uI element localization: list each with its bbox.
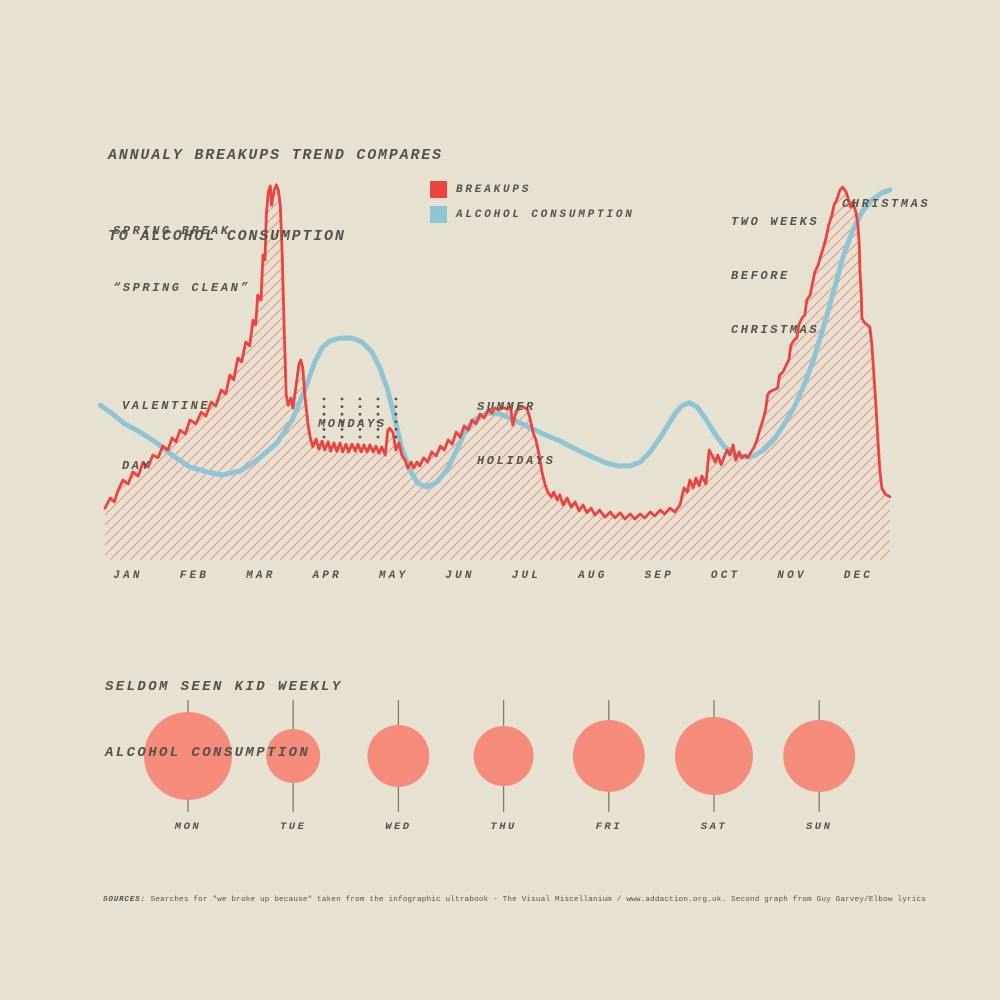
mondays-dot — [322, 420, 326, 424]
month-label-aug: AUG — [578, 570, 608, 582]
mondays-dot — [322, 412, 326, 416]
month-label-oct: OCT — [710, 570, 741, 582]
annotation-line: CHRISTMAS — [731, 323, 820, 337]
day-label-fri: FRI — [595, 821, 622, 833]
annotation-line: BEFORE — [731, 269, 790, 283]
month-label-sep: SEP — [644, 570, 674, 582]
mondays-dot — [340, 428, 344, 431]
month-label-feb: FEB — [179, 570, 210, 582]
mondays-dot — [394, 428, 398, 431]
mondays-dot — [376, 397, 380, 401]
annotation-line: SUMMER — [477, 400, 536, 414]
mondays-dot — [358, 435, 362, 439]
mondays-dot — [376, 412, 380, 416]
day-label-sat: SAT — [700, 821, 728, 833]
annotation-valentine-day: VALENTINE DAY — [122, 356, 210, 516]
day-circle-thu — [473, 726, 534, 786]
mondays-dot — [376, 428, 380, 431]
annotation-mondays: MONDAYS — [318, 377, 387, 472]
mondays-dot — [358, 412, 362, 416]
weekly-title-line1: SELDOM SEEN KID WEEKLY — [105, 679, 343, 695]
mondays-dot — [322, 428, 326, 431]
page-title-line2: TO ALCOHOL CONSUMPTION — [108, 228, 346, 245]
day-circle-mon — [144, 712, 232, 800]
mondays-dot — [376, 420, 380, 424]
mondays-dot — [376, 435, 380, 439]
annotation-line: HOLIDAYS — [477, 454, 556, 468]
legend-label-alcohol: ALCOHOL CONSUMPTION — [456, 208, 635, 221]
mondays-dot — [394, 420, 398, 424]
mondays-dot — [322, 435, 326, 439]
sources-note: SOURCES: Searches for "we broke up becau… — [103, 896, 926, 904]
weekly-title-line2: ALCOHOL CONSUMPTION — [105, 745, 311, 761]
annotation-line: SPRING BREAK — [113, 224, 231, 238]
month-label-dec: DEC — [843, 570, 874, 582]
mondays-dot — [340, 397, 344, 401]
chart-legend: BREAKUPS ALCOHOL CONSUMPTION — [430, 181, 635, 231]
day-circle-tue — [266, 729, 321, 783]
annotation-two-weeks-before-christmas: TWO WEEKS BEFORE CHRISTMAS — [731, 177, 819, 375]
month-label-jan: JAN — [113, 570, 143, 582]
mondays-dot — [358, 405, 362, 408]
annotation-summer-holidays: SUMMER HOLIDAYS — [477, 362, 555, 506]
mondays-dot — [358, 428, 362, 431]
annotation-line: DAY — [122, 459, 152, 473]
annotation-line: “SPRING CLEAN” — [113, 281, 251, 295]
mondays-dot — [376, 405, 380, 408]
sources-label: SOURCES: — [103, 896, 146, 904]
day-label-tue: TUE — [279, 821, 307, 833]
month-label-mar: MAR — [246, 570, 276, 582]
month-label-apr: APR — [312, 570, 342, 582]
legend-item-alcohol: ALCOHOL CONSUMPTION — [430, 206, 635, 223]
page-title: ANNUALY BREAKUPS TREND COMPARES TO ALCOH… — [108, 88, 443, 304]
month-label-nov: NOV — [777, 570, 807, 582]
sources-text: Searches for "we broke up because" taken… — [145, 896, 927, 904]
day-circle-wed — [367, 725, 430, 787]
month-label-jun: JUN — [445, 570, 475, 582]
breakups-area-hatched — [105, 184, 890, 561]
mondays-dot — [322, 397, 326, 401]
mondays-dot — [340, 405, 344, 408]
mondays-dot — [358, 397, 362, 401]
annotation-line: MONDAYS — [318, 417, 387, 431]
alcohol-swatch-icon — [430, 206, 447, 223]
alcohol-line — [97, 187, 893, 490]
annotation-line: CHRISTMAS — [842, 197, 931, 211]
mondays-dot — [340, 412, 344, 416]
day-label-wed: WED — [385, 821, 412, 833]
mondays-dot — [340, 420, 344, 424]
annotation-christmas: CHRISTMAS — [842, 157, 930, 252]
annotation-line: VALENTINE — [122, 399, 211, 413]
annotation-spring-break: SPRING BREAK “SPRING CLEAN” — [113, 184, 250, 336]
day-circle-sat — [675, 717, 753, 795]
breakups-line — [103, 183, 892, 521]
mondays-dot — [394, 412, 398, 416]
day-label-mon: MON — [174, 821, 202, 833]
mondays-dot — [322, 405, 326, 408]
month-label-jul: JUL — [511, 570, 542, 582]
mondays-dot — [394, 397, 398, 401]
breakups-swatch-icon — [430, 181, 447, 198]
mondays-dot — [358, 420, 362, 424]
day-circle-sun — [783, 720, 856, 792]
legend-label-breakups: BREAKUPS — [456, 183, 532, 196]
mondays-dot — [394, 405, 398, 408]
day-label-thu: THU — [490, 821, 517, 833]
weekly-chart-title: SELDOM SEEN KID WEEKLY ALCOHOL CONSUMPTI… — [105, 632, 343, 808]
page-title-line1: ANNUALY BREAKUPS TREND COMPARES — [108, 147, 443, 164]
mondays-dot — [394, 435, 398, 439]
legend-item-breakups: BREAKUPS — [430, 181, 635, 198]
month-label-may: MAY — [378, 570, 409, 582]
annotation-line: TWO WEEKS — [731, 215, 820, 229]
mondays-dot — [340, 435, 344, 439]
day-label-sun: SUN — [805, 821, 833, 833]
day-circle-fri — [572, 720, 645, 792]
